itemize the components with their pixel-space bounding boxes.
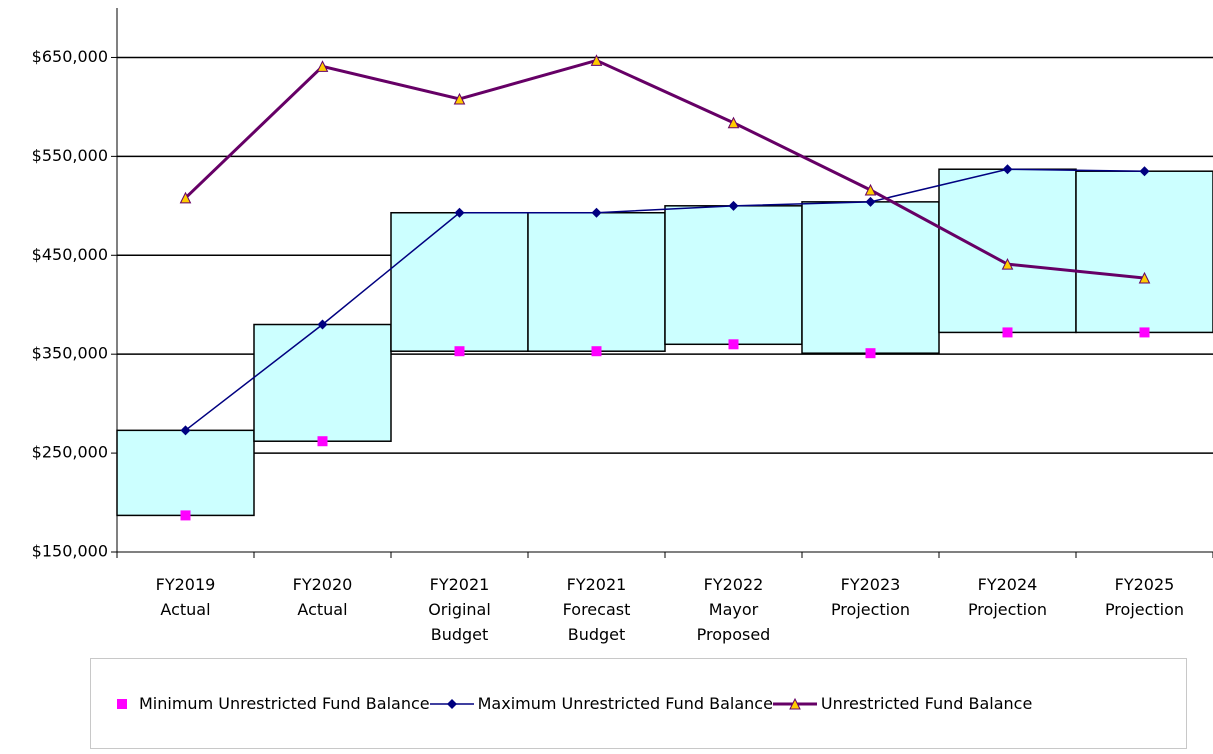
x-tick-label: FY2019 Actual xyxy=(155,575,216,619)
marker xyxy=(179,191,192,204)
up-down-bar xyxy=(253,323,392,442)
marker xyxy=(591,207,602,218)
marker xyxy=(446,698,457,709)
y-tick-label: $250,000 xyxy=(32,443,108,462)
y-tick-label: $550,000 xyxy=(32,146,108,165)
marker xyxy=(180,425,191,436)
marker xyxy=(789,697,801,709)
legend-item: Maximum Unrestricted Fund Balance xyxy=(429,694,773,713)
up-down-bar xyxy=(801,201,940,354)
y-tick-label: $350,000 xyxy=(32,344,108,363)
y-tick-label: $450,000 xyxy=(32,245,108,264)
marker xyxy=(865,196,876,207)
marker xyxy=(591,346,602,357)
x-tick-label: FY2020 Actual xyxy=(292,575,353,619)
series-line xyxy=(184,58,1145,280)
y-tick-label: $150,000 xyxy=(32,542,108,561)
marker xyxy=(454,346,465,357)
up-down-bar xyxy=(116,429,255,517)
marker xyxy=(1138,271,1151,284)
chart: $150,000 $250,000 $350,000 $450,000 $550,000… xyxy=(32,8,1213,561)
up-down-bar xyxy=(390,211,529,352)
legend-item: Minimum Unrestricted Fund Balance xyxy=(109,694,430,713)
marker xyxy=(728,200,739,211)
marker xyxy=(453,92,466,105)
up-down-bar xyxy=(1075,170,1213,334)
legend-swatch xyxy=(772,697,817,709)
marker xyxy=(865,348,876,359)
series-line xyxy=(185,168,1145,431)
marker xyxy=(1002,327,1013,338)
marker xyxy=(317,436,328,447)
marker xyxy=(864,183,877,196)
x-tick-label: FY2021 Forecast Budget xyxy=(562,575,631,644)
x-tick-label: FY2023 Projection xyxy=(830,575,911,619)
x-tick-label: FY2025 Projection xyxy=(1104,575,1185,619)
marker xyxy=(727,116,740,129)
marker xyxy=(117,698,127,709)
legend-label: Maximum Unrestricted Fund Balance xyxy=(477,694,773,713)
marker xyxy=(1002,164,1013,175)
legend-label: Unrestricted Fund Balance xyxy=(820,694,1033,713)
up-down-bar xyxy=(938,168,1077,334)
x-tick-label: FY2022 Mayor Proposed xyxy=(696,575,771,644)
legend-item: Unrestricted Fund Balance xyxy=(772,694,1033,713)
marker xyxy=(1139,166,1150,177)
x-tick-label: FY2024 Projection xyxy=(967,575,1048,619)
marker xyxy=(316,60,329,72)
legend: Minimum Unrestricted Fund Balance Maximum… xyxy=(90,658,1187,749)
x-tick-label: FY2021 Original Budget xyxy=(428,575,491,644)
marker xyxy=(1139,327,1150,338)
marker xyxy=(728,339,739,350)
y-tick-label: $650,000 xyxy=(32,47,108,66)
legend-label: Minimum Unrestricted Fund Balance xyxy=(139,694,430,713)
marker xyxy=(180,510,191,521)
legend-swatch xyxy=(117,698,127,709)
marker xyxy=(317,319,328,330)
up-down-bar xyxy=(527,211,666,352)
up-down-bar xyxy=(664,205,803,346)
marker xyxy=(454,207,465,218)
marker xyxy=(590,54,603,66)
legend-swatch xyxy=(429,698,474,709)
marker xyxy=(1001,258,1014,270)
